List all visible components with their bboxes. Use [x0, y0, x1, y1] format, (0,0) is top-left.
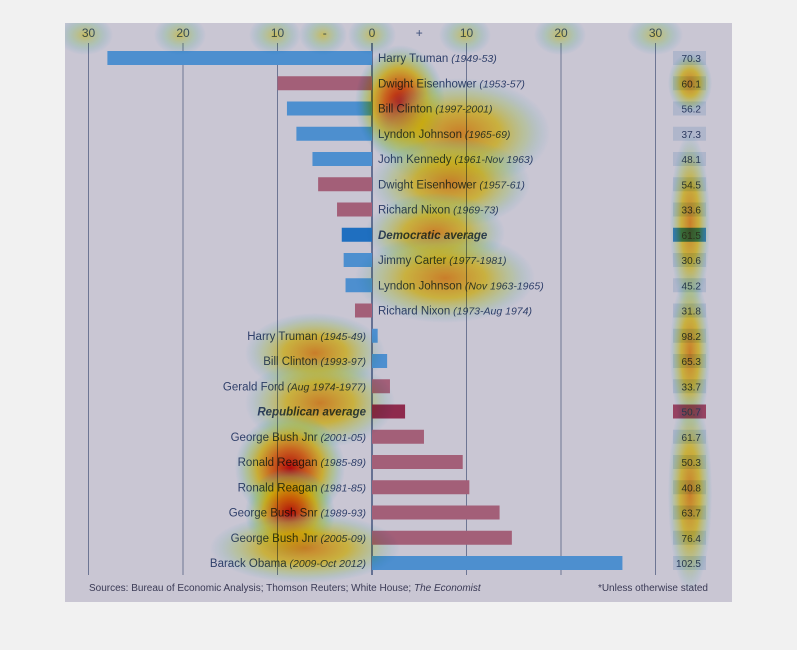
- heat-blob: [210, 513, 400, 583]
- heat-blob: [439, 23, 491, 55]
- heat-blob: [355, 233, 535, 323]
- bar: [312, 152, 372, 166]
- bar: [337, 202, 372, 217]
- bar: [341, 227, 372, 242]
- bar: [372, 480, 470, 495]
- bar: [372, 556, 623, 570]
- x-tick-label: +: [416, 26, 423, 40]
- heat-blob: [668, 53, 712, 113]
- bar: [372, 530, 512, 545]
- heat-blob: [154, 23, 206, 55]
- heat-blob: [65, 23, 113, 55]
- heat-blob: [670, 133, 710, 313]
- bar: [372, 505, 500, 520]
- bar: [372, 455, 463, 469]
- bar: [296, 126, 372, 141]
- bar: [277, 76, 372, 91]
- chart-svg: 302010-0+102030 Harry Truman (1949-53)Dw…: [65, 23, 712, 594]
- heat-blob: [299, 23, 347, 55]
- heat-blob: [668, 393, 712, 593]
- heat-blob: [627, 23, 683, 55]
- heat-blob: [670, 273, 710, 433]
- bar: [286, 101, 372, 116]
- bar: [354, 303, 372, 318]
- heat-blob: [348, 23, 396, 55]
- attention-heatmap-overlay: [65, 23, 712, 593]
- source-note: Sources: Bureau of Economic Analysis; Th…: [89, 583, 482, 594]
- bar: [107, 51, 373, 65]
- footnote: *Unless otherwise stated: [598, 583, 708, 594]
- heat-blob: [249, 23, 301, 55]
- bar: [318, 177, 372, 192]
- chart-figure: 302010-0+102030 Harry Truman (1949-53)Dw…: [65, 23, 732, 602]
- heat-blob: [534, 23, 586, 55]
- bar: [372, 429, 424, 444]
